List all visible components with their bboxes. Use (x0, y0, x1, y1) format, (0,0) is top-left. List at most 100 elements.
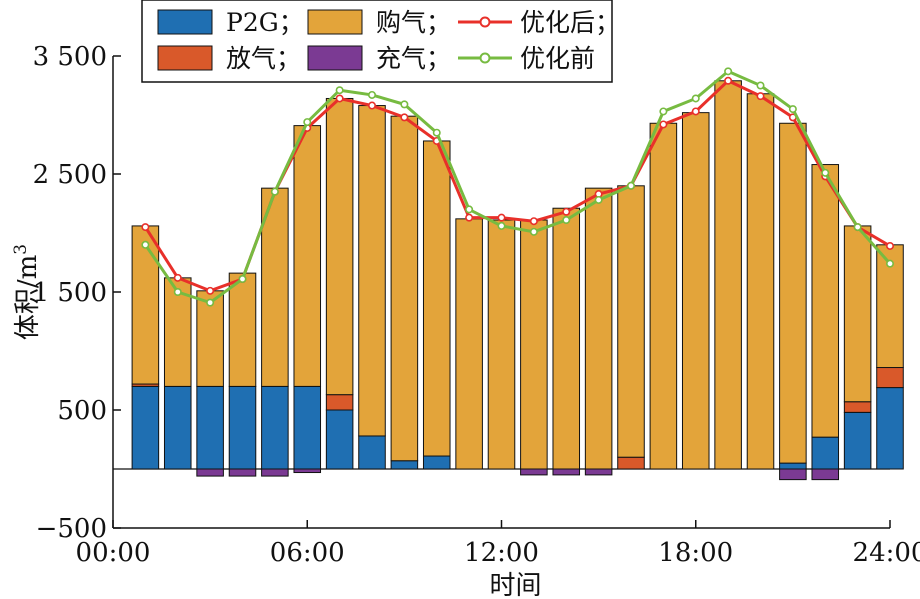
point-before-13 (529, 227, 538, 236)
bar-p2g-6 (293, 385, 322, 470)
bar-vent-gas-7 (325, 394, 354, 411)
bar-buy-gas-1 (131, 225, 160, 385)
bar-p2g-2 (163, 385, 192, 470)
x-tick-label-18: 18:00 (658, 538, 733, 568)
bar-vent-gas-24 (876, 367, 904, 389)
point-before-12 (497, 221, 506, 230)
point-before-6 (303, 118, 312, 127)
legend-swatch-charge-gas (307, 45, 363, 71)
point-optimized-8 (367, 101, 376, 110)
bar-charge-gas-14 (552, 468, 581, 476)
point-optimized-11 (465, 213, 474, 222)
bar-buy-gas-16 (617, 185, 645, 458)
line-before (144, 69, 892, 305)
y-tick-label-1500: 1 500 (33, 278, 107, 308)
legend-label-vent-gas: 放气； (226, 44, 301, 73)
point-optimized-19 (724, 76, 733, 85)
point-optimized-24 (885, 241, 894, 250)
bar-p2g-8 (358, 435, 386, 470)
point-optimized-14 (562, 207, 571, 216)
point-before-2 (173, 287, 182, 296)
bar-p2g-23 (843, 411, 872, 470)
point-optimized-3 (206, 286, 215, 295)
bar-p2g-3 (196, 385, 224, 470)
point-before-24 (885, 259, 894, 268)
bar-p2g-5 (261, 385, 289, 470)
point-before-1 (141, 240, 150, 249)
point-before-22 (821, 168, 830, 177)
point-before-8 (367, 90, 376, 99)
x-tick-label-12: 12:00 (464, 538, 539, 568)
bar-buy-gas-19 (714, 80, 742, 470)
legend-label-optimized: 优化后； (520, 8, 620, 37)
point-before-14 (562, 216, 571, 225)
line-optimized (144, 78, 891, 293)
bar-charge-gas-5 (261, 468, 289, 477)
bar-charge-gas-22 (811, 468, 840, 481)
bar-charge-gas-4 (228, 468, 257, 477)
point-before-5 (270, 187, 279, 196)
point-before-11 (465, 205, 474, 214)
legend: P2G； 购气； 优化后； 放气； 充气； 优化前 (141, 0, 620, 83)
y-axis-title: 体积/m3 (11, 244, 43, 340)
bar-p2g-24 (876, 387, 904, 470)
bar-buy-gas-9 (390, 115, 419, 462)
y-tick-label-500: 500 (57, 396, 107, 426)
y-axis-title-superscript: 3 (11, 244, 31, 255)
point-optimized-7 (335, 94, 344, 103)
point-optimized-18 (691, 107, 700, 116)
x-tick-label-0: 00:00 (76, 538, 151, 568)
legend-label-charge-gas: 充气； (376, 44, 451, 73)
bar-buy-gas-17 (649, 122, 678, 470)
bar-charge-gas-13 (520, 468, 548, 476)
bar-buy-gas-6 (293, 125, 322, 387)
bar-charge-gas-6 (293, 468, 322, 474)
plot-area (113, 67, 904, 481)
point-before-4 (238, 275, 247, 284)
bar-buy-gas-11 (455, 218, 483, 470)
legend-label-p2g: P2G； (226, 8, 304, 37)
point-before-18 (691, 94, 700, 103)
bar-buy-gas-15 (584, 187, 613, 470)
x-tick-label-24: 24:00 (853, 538, 920, 568)
point-optimized-9 (400, 113, 409, 122)
point-before-16 (626, 181, 635, 190)
point-before-20 (756, 81, 765, 90)
bar-p2g-1 (131, 385, 160, 470)
y-tick-label--500: −500 (36, 514, 107, 544)
point-before-10 (432, 128, 441, 137)
point-before-9 (400, 100, 409, 109)
bar-buy-gas-18 (681, 112, 710, 470)
point-optimized-13 (529, 217, 538, 226)
axes: −500 500 1 500 2 500 3 500 00:00 06:00 12:00 18:… (11, 42, 920, 599)
bar-p2g-10 (422, 455, 451, 470)
bar-p2g-21 (779, 462, 807, 470)
bar-buy-gas-7 (325, 97, 354, 396)
bar-p2g-7 (325, 409, 354, 470)
legend-swatch-buy-gas (307, 9, 363, 35)
point-before-7 (335, 86, 344, 95)
point-optimized-1 (141, 223, 150, 232)
point-optimized-17 (659, 120, 668, 129)
y-tick-label-2500: 2 500 (33, 160, 107, 190)
legend-frame (141, 0, 613, 83)
legend-marker-before (479, 52, 491, 64)
bar-buy-gas-8 (358, 105, 386, 437)
bar-buy-gas-4 (228, 272, 257, 387)
bar-vent-gas-16 (617, 456, 645, 470)
bar-buy-gas-22 (811, 164, 840, 438)
bar-buy-gas-23 (843, 225, 872, 403)
y-tick-label-3500: 3 500 (33, 42, 107, 72)
point-before-21 (788, 105, 797, 114)
bar-p2g-9 (390, 460, 419, 470)
bar-charge-gas-21 (779, 468, 807, 481)
x-axis-title: 时间 (489, 571, 541, 599)
legend-label-buy-gas: 购气； (376, 8, 451, 37)
bar-p2g-22 (811, 436, 840, 470)
bar-charge-gas-15 (584, 468, 613, 476)
point-before-3 (206, 298, 215, 307)
point-before-17 (659, 107, 668, 116)
point-before-23 (853, 223, 862, 232)
bar-p2g-4 (228, 385, 257, 470)
